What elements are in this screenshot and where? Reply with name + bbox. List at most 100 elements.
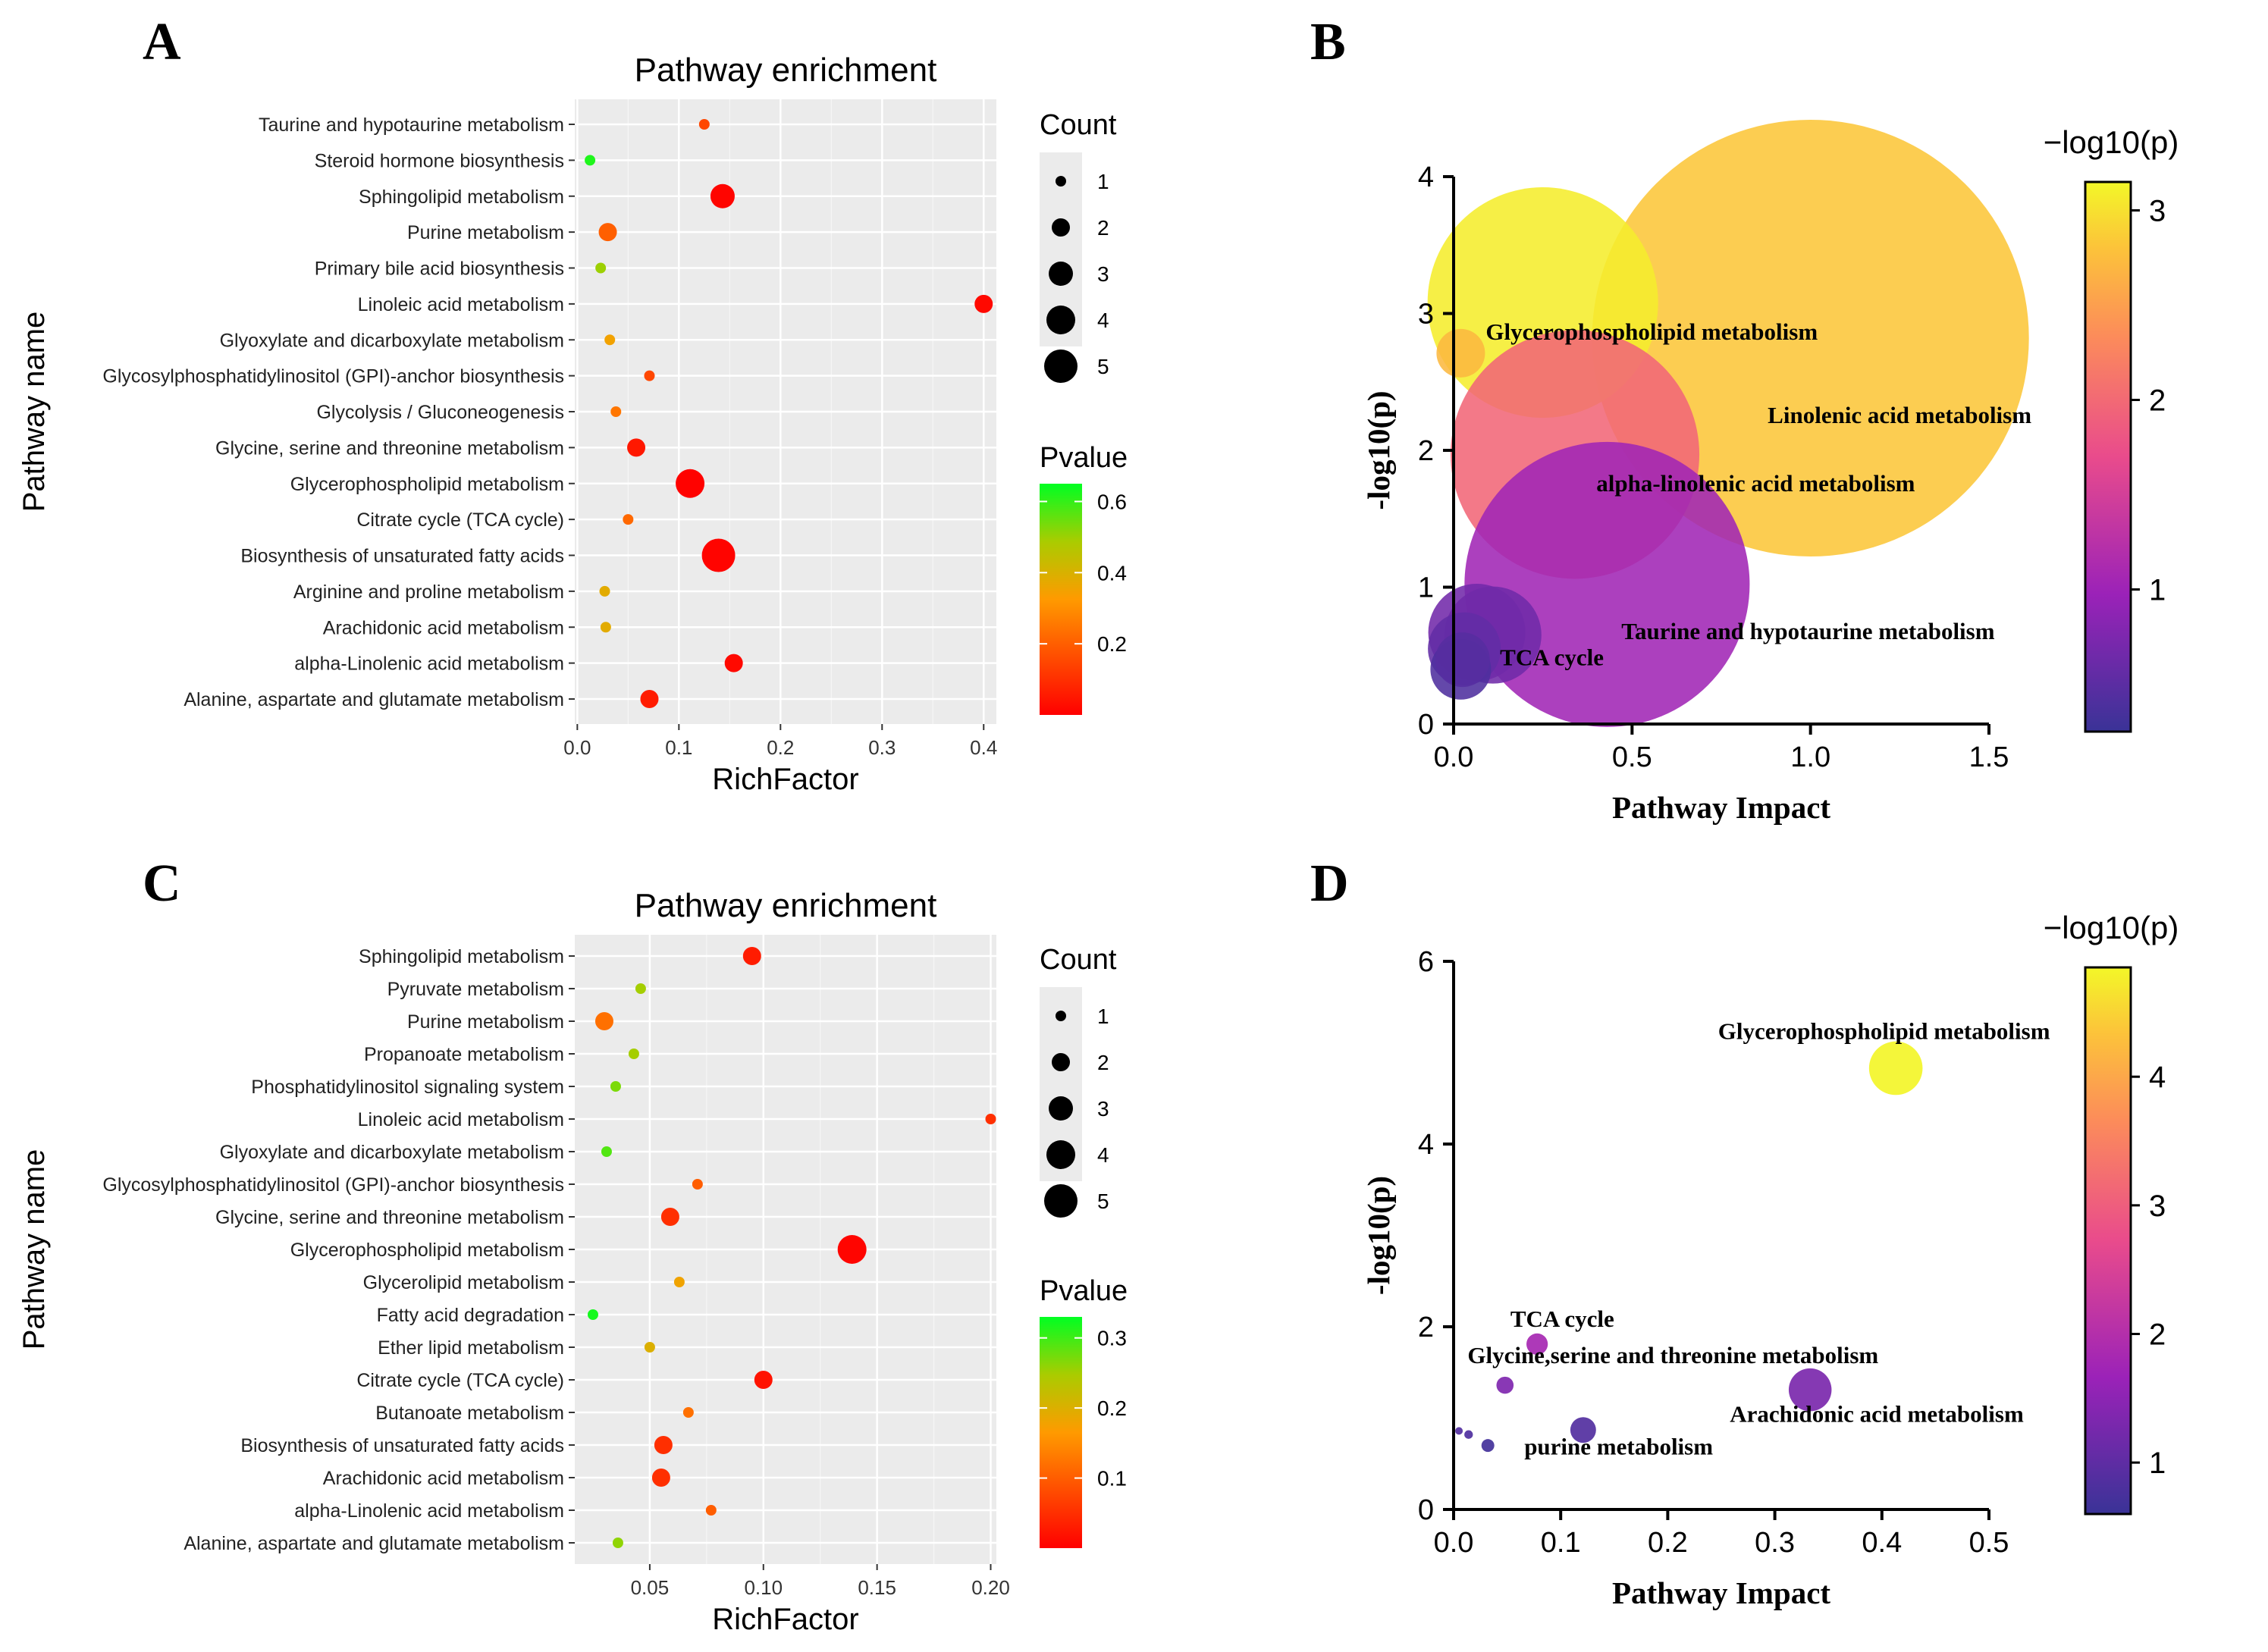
point (676, 469, 705, 498)
point (654, 1436, 673, 1454)
point (742, 947, 761, 965)
point (974, 294, 993, 313)
colorbar (2084, 180, 2132, 733)
pathway-label: Glycolysis / Gluconeogenesis (316, 402, 564, 423)
pathway-label: Glycerophospholipid metabolism (290, 474, 564, 495)
bubble (1570, 1417, 1596, 1444)
pathway-label: Glycosylphosphatidylinositol (GPI)-ancho… (102, 366, 564, 387)
pathway-label: Propanoate metabolism (364, 1044, 564, 1065)
point (585, 155, 596, 166)
point (705, 1505, 717, 1516)
point (610, 406, 622, 417)
bubble (1435, 632, 1490, 688)
size-legend-label: 4 (1097, 1143, 1109, 1167)
bubble-annotation: Linolenic acid metabolism (1768, 402, 2031, 428)
size-legend-dot (1049, 262, 1073, 286)
point (692, 1179, 703, 1190)
size-legend-label: 2 (1097, 216, 1109, 240)
y-axis-title: Pathway name (17, 312, 51, 513)
pathway-label: Biosynthesis of unsaturated fatty acids (240, 546, 564, 567)
size-legend-dot (1044, 1184, 1078, 1218)
size-legend-title: Count (1040, 944, 1117, 976)
point (628, 1049, 639, 1059)
size-legend-dot (1044, 350, 1078, 383)
pathway-label: Purine metabolism (407, 1011, 564, 1033)
pathway-label: Glycine, serine and threonine metabolism (215, 1207, 564, 1228)
x-tick-label: 0.2 (767, 736, 794, 759)
point (651, 1469, 670, 1487)
point (594, 1012, 613, 1030)
size-legend-label: 2 (1097, 1051, 1109, 1074)
point (682, 1407, 694, 1418)
point (595, 262, 607, 274)
color-legend-title: Pvalue (1040, 442, 1128, 474)
point (985, 1114, 996, 1124)
panel-a: Pathway enrichment 0.0 0.1 0.2 0.3 0.4 Taurine… (17, 52, 1128, 796)
y-tick-label: 4 (1418, 161, 1434, 193)
pathway-label: Citrate cycle (TCA cycle) (356, 1370, 564, 1391)
bubble (1464, 1430, 1473, 1439)
size-legend-dot (1056, 176, 1066, 187)
pathway-label: Linoleic acid metabolism (358, 1109, 564, 1130)
size-legend-label: 4 (1097, 309, 1109, 332)
y-tick-label: 6 (1418, 946, 1434, 978)
size-legend-dot (1049, 1096, 1073, 1121)
size-legend-dot (1052, 218, 1070, 237)
pathway-label: Pyruvate metabolism (387, 979, 564, 1000)
y-axis-title: Pathway name (17, 1149, 51, 1350)
bubble-annotation: Glycerophospholipid metabolism (1485, 318, 1818, 345)
point (640, 690, 659, 708)
pathway-label: Taurine and hypotaurine metabolism (259, 114, 564, 136)
x-axis-title: RichFactor (712, 763, 858, 796)
x-tick-label: 0.1 (665, 736, 692, 759)
size-legend-label: 1 (1097, 1005, 1109, 1028)
point (610, 1081, 621, 1092)
plot-title: Pathway enrichment (635, 887, 937, 924)
colorbar-tick-label: 3 (2149, 195, 2166, 228)
pathway-label: alpha-Linolenic acid metabolism (294, 1500, 564, 1522)
bubble-annotation: Arachidonic acid metabolism (1730, 1400, 2024, 1427)
x-axis-title: RichFactor (712, 1603, 858, 1636)
bubble-annotation: TCA cycle (1510, 1306, 1614, 1332)
colorbar-tick-label: 3 (2149, 1190, 2166, 1223)
panel-label-c: C (143, 854, 181, 913)
bubble-annotation: purine metabolism (1524, 1434, 1713, 1460)
bubble-annotation: Glycerophospholipid metabolism (1718, 1017, 2050, 1044)
color-legend-bar (1040, 484, 1082, 715)
pathway-label: Sphingolipid metabolism (359, 187, 564, 208)
pathway-label: Biosynthesis of unsaturated fatty acids (240, 1435, 564, 1456)
pathway-label: Primary bile acid biosynthesis (315, 259, 564, 280)
point (644, 1342, 655, 1353)
pathway-label: Alanine, aspartate and glutamate metabol… (184, 689, 564, 710)
point (601, 1146, 612, 1157)
size-legend-dot (1046, 1140, 1075, 1169)
pathway-label: Arachidonic acid metabolism (323, 617, 564, 638)
size-legend-dot (1046, 306, 1075, 334)
x-tick-label: 0.3 (1755, 1527, 1795, 1559)
bubble-annotation: Taurine and hypotaurine metabolism (1621, 618, 1995, 644)
pathway-label: Ether lipid metabolism (378, 1337, 564, 1359)
x-tick-label: 0.15 (858, 1576, 896, 1599)
color-legend-label: 0.4 (1097, 561, 1127, 585)
color-legend-label: 0.2 (1097, 1397, 1127, 1420)
bubble (1526, 1333, 1548, 1356)
point (754, 1371, 773, 1389)
point (604, 334, 616, 346)
point (612, 1538, 623, 1548)
colorbar (2084, 966, 2132, 1516)
pathway-label: Glycerolipid metabolism (363, 1272, 564, 1293)
y-axis-title: -log10(p) (1361, 1176, 1396, 1295)
pathway-label: Citrate cycle (TCA cycle) (356, 509, 564, 531)
panel-d: 0.0 0.1 0.2 0.3 0.4 0.5 0 2 4 6 Glycerophospholipi… (1361, 910, 2179, 1610)
y-tick-label: 2 (1418, 435, 1434, 467)
point (837, 1235, 867, 1264)
pathway-label: Butanoate metabolism (375, 1403, 564, 1424)
colorbar-title: −log10(p) (2044, 124, 2179, 160)
x-tick-label: 0.10 (744, 1576, 783, 1599)
x-tick-label: 0.0 (563, 736, 591, 759)
point (600, 622, 611, 633)
pathway-label: alpha-Linolenic acid metabolism (294, 654, 564, 675)
colorbar-title: −log10(p) (2044, 910, 2179, 945)
x-tick-label: 1.0 (1790, 741, 1830, 773)
x-tick-label: 0.05 (631, 1576, 670, 1599)
